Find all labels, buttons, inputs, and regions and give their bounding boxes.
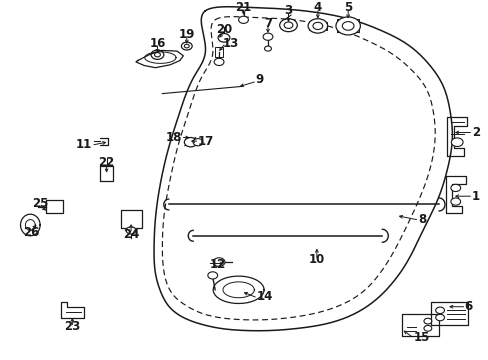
Text: 14: 14: [256, 291, 272, 303]
Text: 23: 23: [64, 320, 81, 333]
Circle shape: [279, 19, 297, 32]
Circle shape: [218, 33, 229, 42]
Text: 2: 2: [471, 126, 479, 139]
Circle shape: [151, 50, 163, 59]
Circle shape: [264, 46, 271, 51]
Circle shape: [335, 17, 360, 35]
Circle shape: [284, 22, 292, 28]
Circle shape: [312, 22, 322, 30]
Text: 5: 5: [344, 1, 351, 14]
Text: 13: 13: [222, 37, 238, 50]
Text: 6: 6: [464, 300, 472, 313]
Text: 21: 21: [235, 1, 251, 14]
Circle shape: [450, 198, 460, 205]
Circle shape: [181, 42, 192, 50]
Text: 17: 17: [198, 135, 214, 148]
Text: 7: 7: [264, 17, 271, 30]
Circle shape: [423, 325, 431, 331]
Circle shape: [342, 22, 353, 30]
Text: 18: 18: [165, 131, 182, 144]
Circle shape: [450, 184, 460, 192]
Circle shape: [154, 53, 160, 57]
Circle shape: [184, 44, 189, 48]
Text: 25: 25: [32, 197, 48, 210]
Text: 20: 20: [215, 23, 232, 36]
Text: 26: 26: [23, 226, 40, 239]
Text: 10: 10: [308, 253, 325, 266]
Circle shape: [193, 139, 203, 146]
Text: 11: 11: [76, 138, 92, 151]
Circle shape: [307, 19, 327, 33]
Text: 15: 15: [412, 331, 428, 344]
Circle shape: [238, 16, 248, 23]
Text: 16: 16: [149, 37, 165, 50]
Circle shape: [435, 307, 444, 314]
Text: 22: 22: [98, 156, 115, 169]
Circle shape: [214, 58, 224, 66]
Circle shape: [207, 272, 217, 279]
Text: 8: 8: [417, 213, 426, 226]
Circle shape: [435, 314, 444, 321]
Circle shape: [126, 227, 136, 234]
Text: 24: 24: [122, 228, 139, 240]
Circle shape: [184, 138, 197, 147]
Circle shape: [423, 318, 431, 324]
Circle shape: [450, 138, 462, 147]
Text: 1: 1: [471, 190, 479, 203]
Text: 19: 19: [178, 28, 195, 41]
Text: 9: 9: [255, 73, 263, 86]
Text: 3: 3: [284, 4, 292, 17]
Text: 12: 12: [209, 258, 225, 271]
Circle shape: [213, 258, 224, 266]
Circle shape: [263, 33, 272, 40]
Text: 4: 4: [313, 1, 321, 14]
